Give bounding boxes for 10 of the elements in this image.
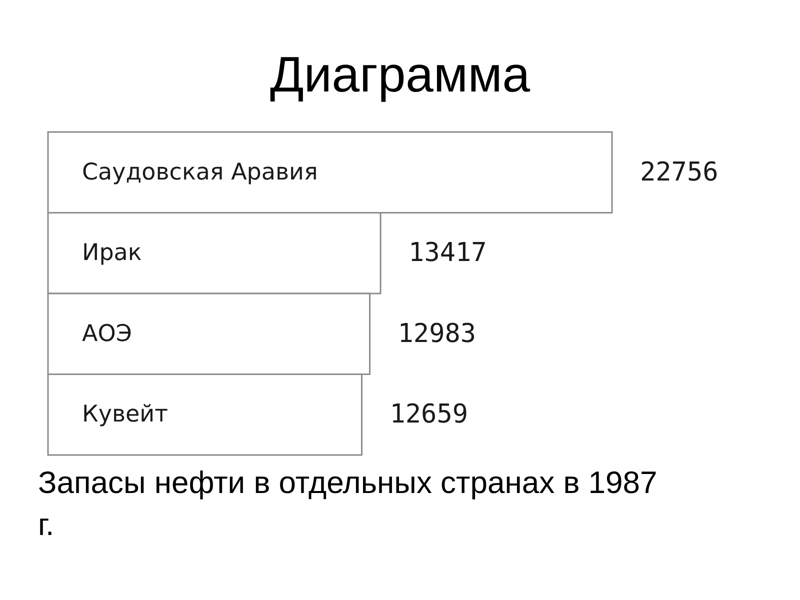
data-label: 12983 bbox=[398, 318, 476, 349]
data-label: 13417 bbox=[408, 238, 487, 268]
y-tick-label: Саудовская Аравия bbox=[82, 159, 318, 186]
chart-title: Диаграмма bbox=[270, 46, 530, 102]
text: Запасы нефти в отдельных странах в 1987 г. bbox=[38, 465, 658, 542]
y-tick-label: Ирак bbox=[82, 240, 142, 266]
data-label: 12659 bbox=[390, 400, 468, 430]
y-tick-label: АОЭ bbox=[82, 320, 132, 347]
y-tick-label: Кувейт bbox=[82, 402, 168, 428]
data-label: 22756 bbox=[640, 157, 718, 188]
